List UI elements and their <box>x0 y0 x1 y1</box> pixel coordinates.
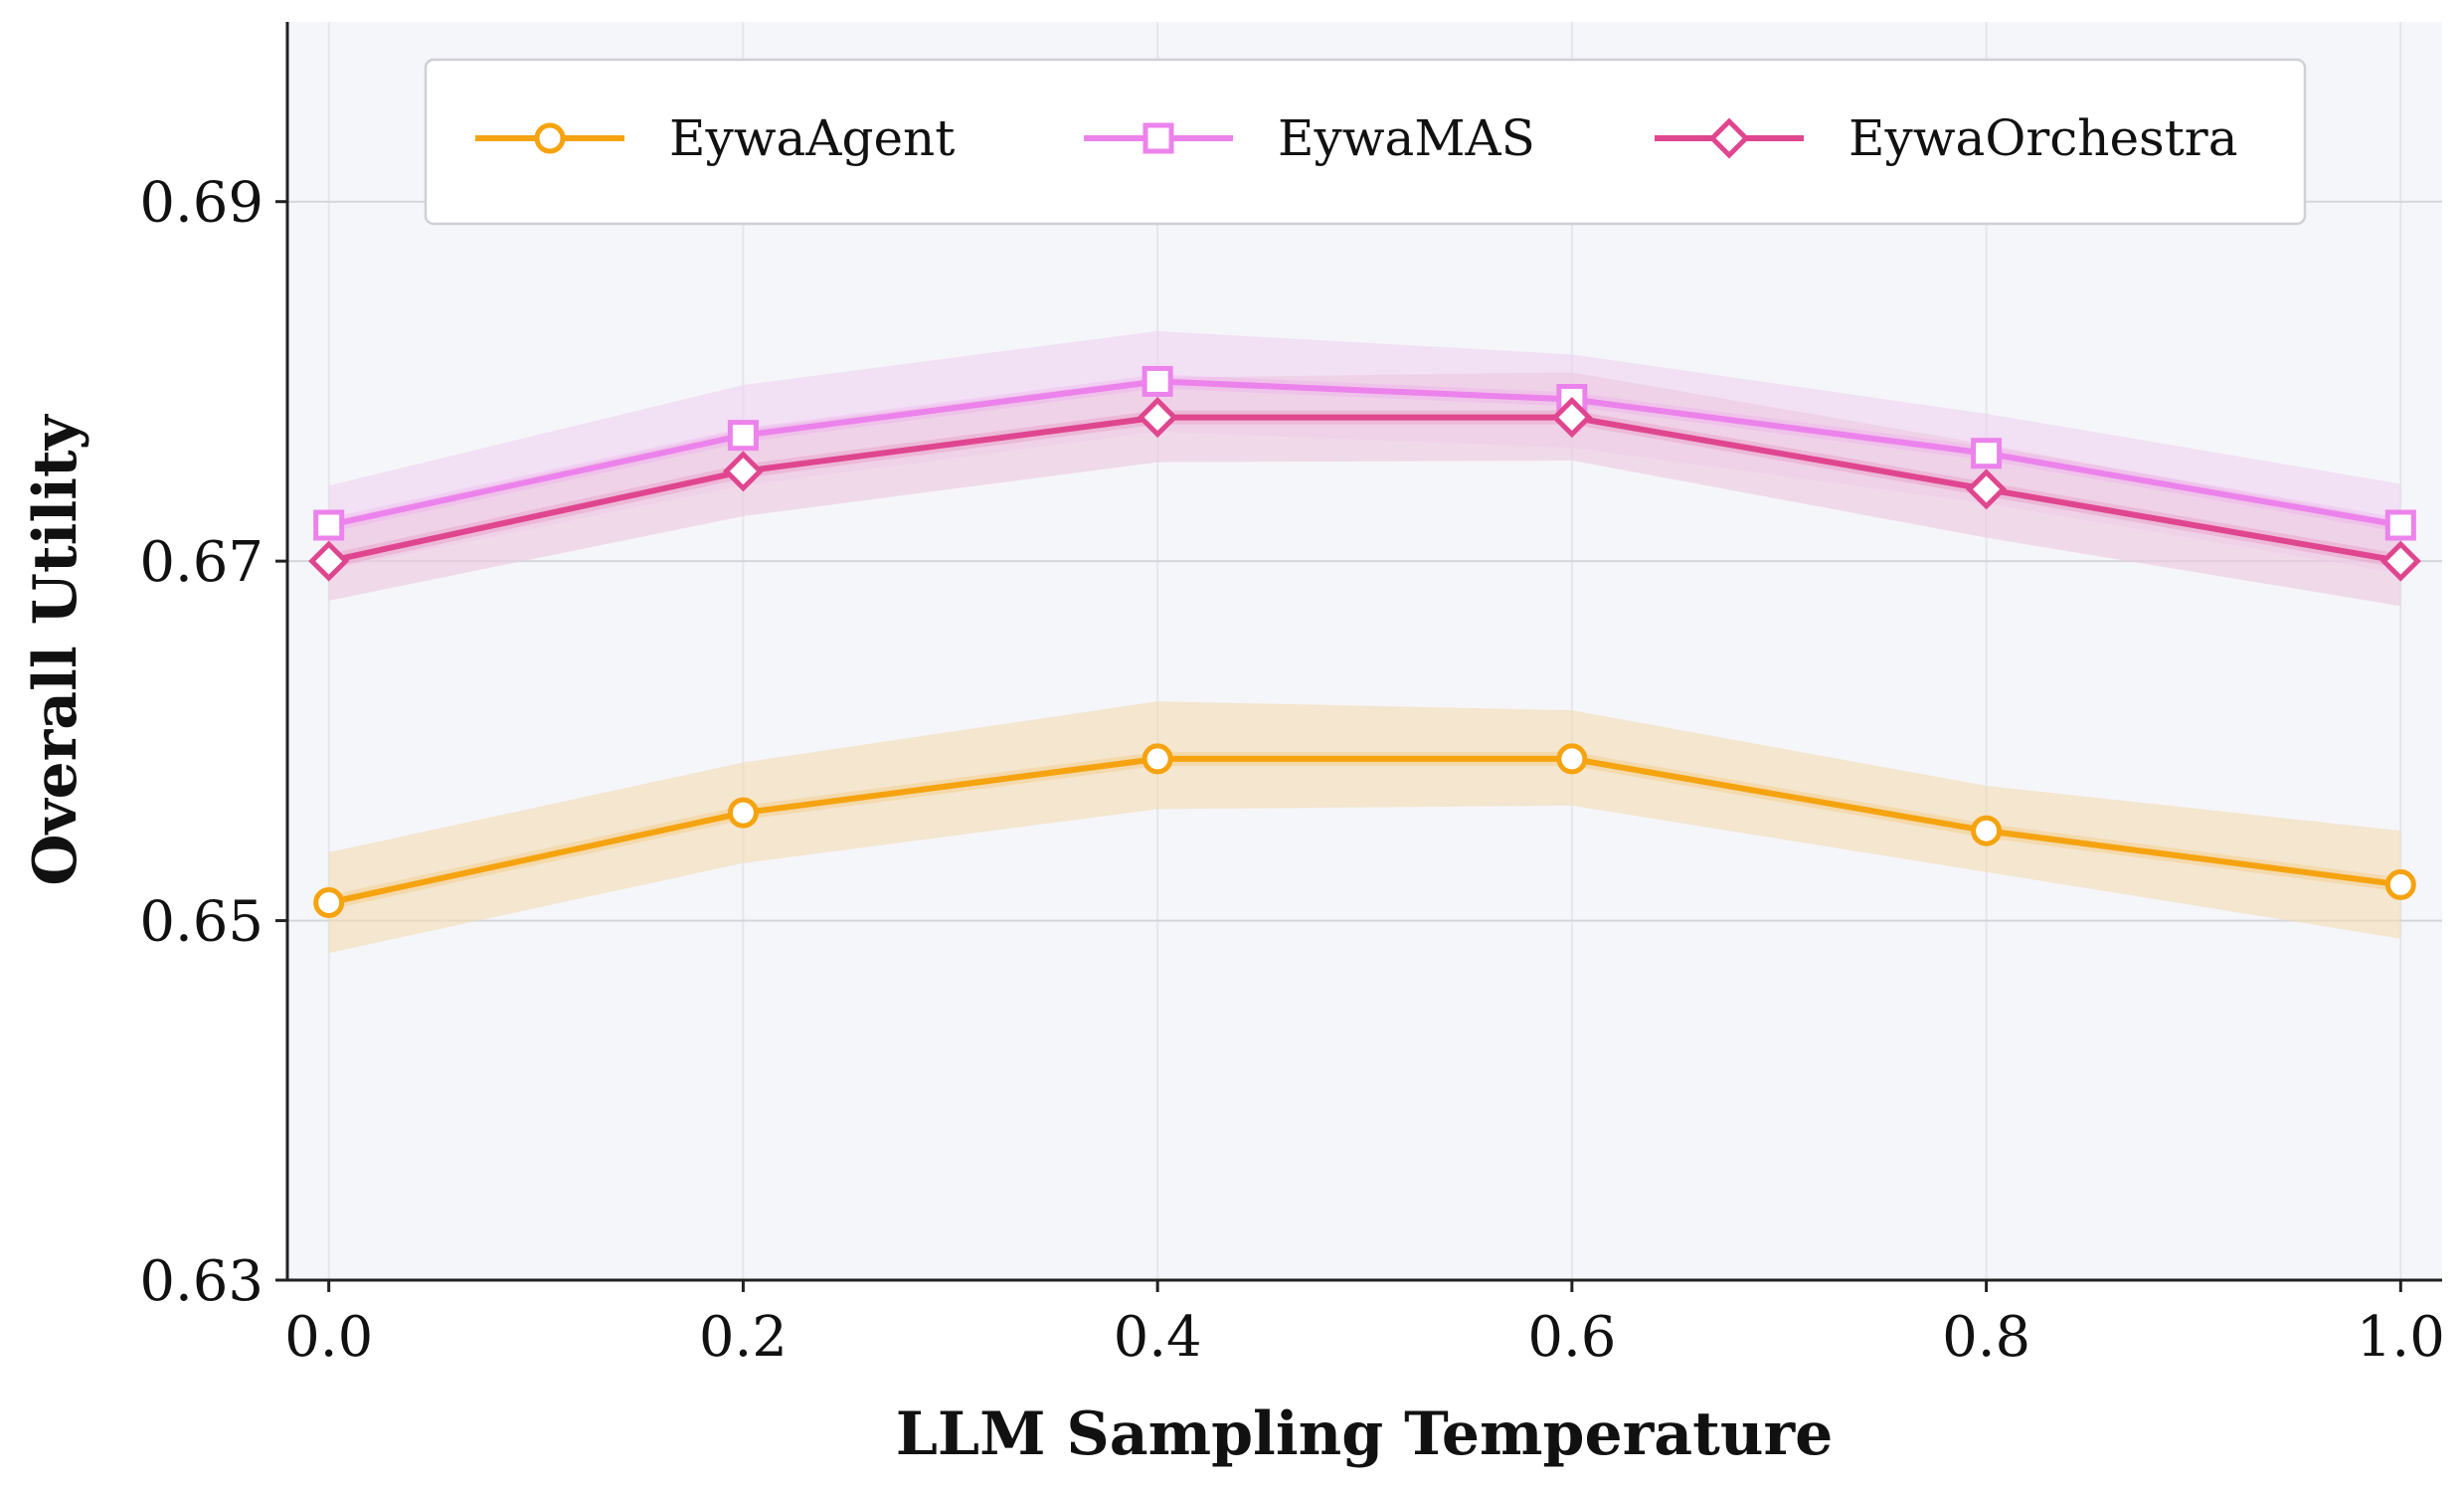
x-tick-label-3: 0.6 <box>1527 1305 1616 1370</box>
x-axis-ticks: 0.0 0.2 0.4 0.6 0.8 1.0 <box>284 1280 2445 1370</box>
x-tick-label-1: 0.2 <box>699 1305 788 1370</box>
point-eywaorchestra-2 <box>1137 397 1178 439</box>
legend-marker-eywaorchestra <box>1708 117 1750 159</box>
y-axis-ticks: 0.63 0.65 0.67 0.69 <box>139 171 287 1314</box>
point-eywaorchestra-3 <box>1551 397 1593 439</box>
point-eywaorchestra-0 <box>308 540 350 582</box>
point-eywamas-2 <box>1142 365 1173 397</box>
point-eywaagent-2 <box>1142 743 1173 775</box>
point-eywamas-0 <box>313 509 345 541</box>
series-lines <box>327 374 2402 910</box>
series-markers <box>308 365 2421 918</box>
x-tick-label-0: 0.0 <box>284 1305 373 1370</box>
point-eywamas-5 <box>2384 509 2416 541</box>
point-eywaorchestra-5 <box>2379 540 2421 582</box>
point-eywaagent-4 <box>1971 815 2003 846</box>
y-axis-title: Overall Utility <box>21 413 90 885</box>
point-eywaagent-5 <box>2384 868 2416 900</box>
band-eywaorchestra <box>328 372 2401 607</box>
x-tick-label-5: 1.0 <box>2357 1305 2445 1370</box>
legend-box <box>424 58 2307 226</box>
point-eywamas-4 <box>1971 438 2003 469</box>
plot-area-background <box>287 22 2442 1280</box>
legend-label-eywamas: EywaMAS <box>1278 109 1535 167</box>
point-eywaagent-0 <box>313 887 345 918</box>
y-tick-label-2: 0.67 <box>139 530 264 595</box>
point-eywaorchestra-1 <box>722 451 764 492</box>
confidence-bands <box>328 330 2401 954</box>
band-eywaagent <box>328 701 2401 954</box>
x-axis-title: LLM Sampling Temperature <box>896 1399 1834 1469</box>
band-eywamas <box>328 330 2401 574</box>
y-tick-label-1: 0.65 <box>139 890 264 955</box>
point-eywaagent-1 <box>727 797 759 829</box>
legend-marker-eywamas <box>1143 122 1174 154</box>
point-eywamas-1 <box>727 420 759 452</box>
x-tick-label-4: 0.8 <box>1942 1305 2030 1370</box>
legend-label-eywaorchestra: EywaOrchestra <box>1848 109 2238 167</box>
legend-label-eywaagent: EywaAgent <box>669 109 955 167</box>
y-tick-label-3: 0.69 <box>139 171 264 236</box>
x-tick-label-2: 0.4 <box>1114 1305 1202 1370</box>
y-tick-label-0: 0.63 <box>139 1249 264 1314</box>
line-eywaorchestra <box>328 414 2401 565</box>
line-eywamas <box>328 378 2401 528</box>
legend: EywaAgent EywaMAS EywaOrchestra <box>424 58 2307 226</box>
line-eywaagent <box>328 755 2401 906</box>
point-eywaorchestra-4 <box>1966 468 2008 510</box>
legend-marker-eywaagent <box>534 122 566 154</box>
point-eywaagent-3 <box>1556 743 1588 775</box>
